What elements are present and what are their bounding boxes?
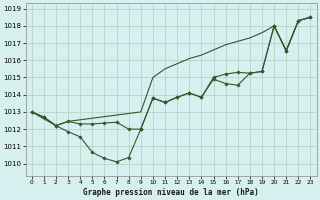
X-axis label: Graphe pression niveau de la mer (hPa): Graphe pression niveau de la mer (hPa): [83, 188, 259, 197]
